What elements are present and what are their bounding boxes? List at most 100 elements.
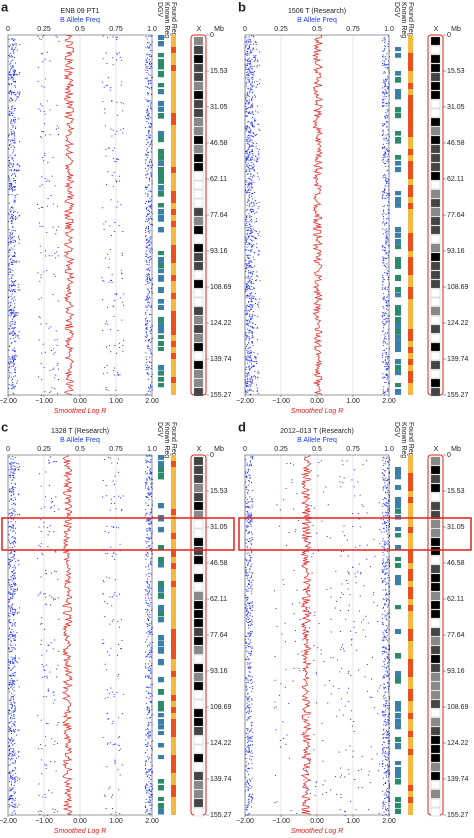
baf-point	[51, 501, 53, 503]
baf-point	[108, 281, 110, 283]
baf-point	[121, 81, 123, 83]
baf-point	[151, 542, 153, 544]
baf-point	[383, 37, 385, 39]
baf-point	[251, 111, 253, 113]
baf-point	[11, 293, 13, 295]
baf-point	[148, 42, 150, 44]
baf-point	[146, 479, 148, 481]
track-block	[395, 347, 401, 353]
baf-point	[148, 734, 150, 736]
baf-point	[14, 371, 16, 373]
baf-point	[147, 675, 149, 677]
baf-point	[113, 171, 115, 173]
baf-point	[53, 273, 55, 275]
baf-point	[251, 318, 253, 320]
baf-point	[150, 483, 152, 485]
baf-point	[146, 709, 148, 711]
baf-point	[116, 39, 118, 41]
baf-point	[122, 350, 124, 352]
baf-point	[148, 136, 150, 138]
baf-point	[145, 69, 147, 71]
baf-point	[389, 479, 390, 481]
baf-point	[150, 563, 152, 565]
baf-point	[384, 147, 386, 149]
baf-point	[247, 208, 249, 210]
baf-point	[256, 211, 258, 213]
baf-point	[251, 121, 253, 123]
baf-point	[246, 226, 248, 228]
baf-point	[8, 600, 10, 602]
baf-point	[9, 249, 11, 251]
bottom-tick-label: −2.00	[0, 818, 17, 825]
baf-point	[104, 794, 106, 796]
baf-point	[13, 710, 15, 712]
baf-point	[258, 157, 260, 159]
baf-point	[13, 284, 15, 286]
baf-point	[249, 219, 251, 221]
track-block	[171, 569, 176, 575]
baf-point	[105, 485, 107, 487]
baf-point	[14, 634, 16, 636]
baf-point	[147, 194, 149, 196]
baf-point	[384, 153, 386, 155]
baf-point	[13, 283, 15, 285]
baf-point	[9, 208, 11, 210]
baf-point	[144, 806, 146, 808]
baf-point	[148, 781, 150, 783]
baf-point	[145, 207, 147, 209]
ideogram-band	[193, 456, 204, 466]
baf-point	[246, 362, 248, 364]
baf-point	[383, 101, 385, 103]
baf-point	[248, 126, 250, 128]
baf-point	[9, 232, 11, 234]
baf-points	[245, 35, 390, 396]
baf-point	[147, 241, 149, 243]
baf-point	[383, 604, 385, 606]
baf-point	[149, 625, 151, 627]
baf-point	[9, 475, 11, 477]
baf-point	[386, 140, 388, 142]
track-block	[395, 365, 401, 372]
track-block	[158, 107, 164, 112]
track-block	[408, 83, 413, 89]
baf-point	[383, 64, 385, 66]
baf-point	[14, 657, 16, 659]
baf-point	[150, 609, 152, 611]
baf-point	[305, 769, 307, 771]
baf-point	[117, 458, 119, 460]
baf-point	[247, 107, 249, 109]
baf-point	[114, 374, 116, 376]
bottom-tick-label: 0.00	[73, 818, 87, 825]
baf-point	[382, 505, 384, 507]
baf-point	[147, 293, 149, 295]
baf-point	[251, 82, 253, 84]
baf-point	[10, 242, 12, 244]
baf-point	[108, 532, 110, 534]
track-block	[158, 527, 164, 533]
baf-point	[384, 40, 386, 42]
baf-point	[116, 180, 118, 182]
baf-point	[15, 217, 17, 219]
baf-point	[117, 621, 119, 623]
baf-point	[14, 127, 16, 129]
baf-point	[248, 221, 250, 223]
baf-point	[382, 161, 384, 163]
baf-point	[146, 496, 148, 498]
baf-point	[146, 72, 148, 74]
baf-point	[253, 126, 255, 128]
baf-point	[248, 731, 250, 733]
baf-point	[10, 598, 12, 600]
baf-point	[40, 644, 42, 646]
baf-point	[12, 684, 14, 686]
baf-point	[148, 616, 150, 618]
baf-point	[11, 298, 13, 300]
baf-point	[146, 281, 148, 283]
baf-point	[9, 622, 11, 624]
baf-point	[17, 163, 19, 165]
track-label: DGV	[156, 422, 163, 438]
baf-point	[12, 597, 14, 599]
baf-point	[8, 297, 10, 299]
track-block	[408, 155, 413, 161]
baf-point	[13, 509, 15, 511]
